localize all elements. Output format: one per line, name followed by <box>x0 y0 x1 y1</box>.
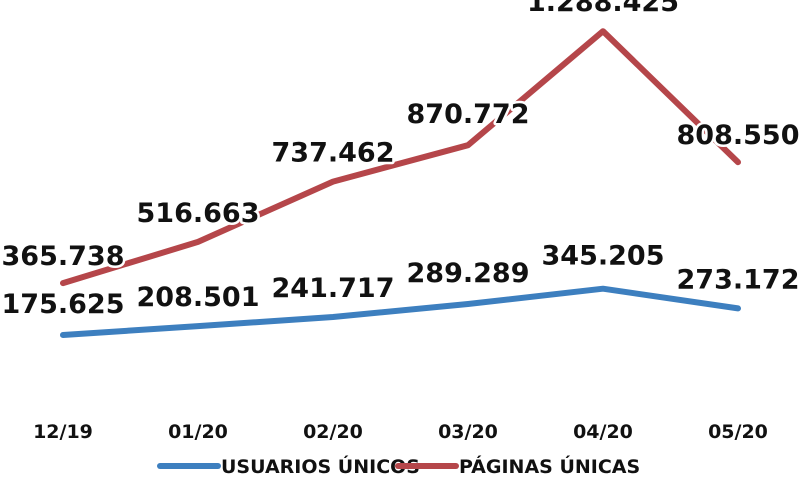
x-tick-label: 03/20 <box>438 421 498 443</box>
data-label: 345.205 <box>542 241 665 272</box>
data-label: 241.717 <box>272 273 395 304</box>
legend-label: USUARIOS ÚNICOS <box>221 454 420 478</box>
series-line-paginas-unicas <box>60 28 741 287</box>
data-label: 737.462 <box>272 138 395 169</box>
x-tick-label: 02/20 <box>303 421 363 443</box>
data-label: 208.501 <box>137 282 260 313</box>
data-label: 289.289 <box>407 258 530 289</box>
series-layer <box>60 28 741 338</box>
data-label: 808.550 <box>677 120 800 151</box>
x-tick-label: 05/20 <box>708 421 768 443</box>
data-label: 365.738 <box>2 241 125 272</box>
legend-label: PÁGINAS ÚNICAS <box>459 454 640 478</box>
x-tick-label: 01/20 <box>168 421 228 443</box>
x-tick-label: 04/20 <box>573 421 633 443</box>
data-label: 175.625 <box>2 289 125 320</box>
data-label: 516.663 <box>137 198 260 229</box>
data-label-layer: 175.625 208.501 241.717 289.289 345.205 273.1… <box>0 0 800 323</box>
data-label: 273.172 <box>677 264 800 295</box>
x-axis: 12/19 01/20 02/20 03/20 04/20 05/20 <box>33 421 768 443</box>
series-line-usuarios-unicos <box>60 285 741 338</box>
data-label: 1.288.425 <box>527 0 679 18</box>
x-tick-label: 12/19 <box>33 421 93 443</box>
data-label: 870.772 <box>407 99 530 130</box>
legend: USUARIOS ÚNICOS PÁGINAS ÚNICAS <box>157 454 640 478</box>
